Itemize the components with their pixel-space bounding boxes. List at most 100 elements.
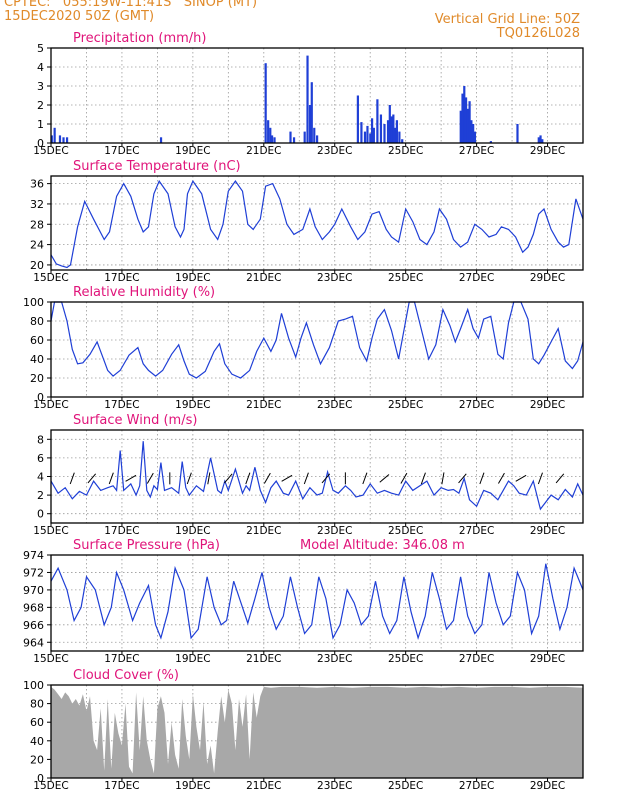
precip-bar [270,135,274,143]
y-tick-label: 974 [23,549,44,562]
precip-bar [383,124,386,143]
series-line [50,563,584,640]
panel-title: Surface Temperature (nC) [73,159,241,174]
precip-bar [372,127,375,143]
x-tick-label: 21DEC [246,653,281,665]
precip-bar [316,135,319,143]
precip-bar [376,99,379,143]
wind-arrow [186,472,192,485]
precip-bar [386,120,390,143]
series-line [50,441,584,511]
x-tick-label: 29DEC [530,272,565,284]
panel-title: Cloud Cover (%) [73,668,179,683]
wind-arrow [207,472,211,485]
precip-bar [356,95,359,143]
precip-bar [473,131,477,143]
x-tick-label: 25DEC [388,272,423,284]
wind-arrow [321,473,331,484]
x-tick-label: 27DEC [459,399,494,411]
precip-bar [159,137,163,143]
y-tick-label: 6 [37,452,44,465]
y-tick-label: 20 [30,372,44,385]
wind-arrow [263,472,271,484]
x-tick-label: 25DEC [388,780,423,792]
cloud-area [51,686,583,778]
wind-arrow [108,472,114,485]
precip-bar [395,120,398,143]
panel-title: Surface Wind (m/s) [73,413,197,428]
precip-bar [310,82,313,143]
wind-arrow [146,472,154,484]
y-tick-label: 80 [30,315,44,328]
x-tick-label: 23DEC [317,525,352,537]
precip-bar [269,127,272,143]
y-tick-label: 970 [23,584,44,597]
wind-arrow [497,472,505,484]
precip-bar [65,137,69,143]
x-tick-label: 15DEC [33,145,68,157]
precip-bar [360,122,363,143]
y-tick-label: 0 [37,772,44,785]
x-tick-label: 21DEC [246,525,281,537]
y-tick-label: 966 [23,619,44,632]
x-tick-label: 23DEC [317,653,352,665]
series-line [50,301,584,379]
wind-arrow [87,473,97,484]
precip-bar [541,139,544,143]
y-tick-label: 36 [30,178,44,191]
x-tick-label: 19DEC [175,399,210,411]
y-tick-label: 0 [37,508,44,521]
y-tick-label: 20 [30,753,44,766]
y-tick-label: 28 [30,218,44,231]
y-tick-label: 80 [30,698,44,711]
x-tick-label: 27DEC [459,525,494,537]
x-tick-label: 19DEC [175,145,210,157]
precip-bar [516,124,519,143]
precip-bar [62,137,65,143]
precip-bar [468,101,471,143]
panel-frame [50,175,584,271]
x-tick-label: 15DEC [33,272,68,284]
x-tick-label: 15DEC [33,525,68,537]
precip-bar [267,120,270,143]
y-tick-label: 1 [37,118,44,131]
x-tick-label: 17DEC [104,399,139,411]
x-tick-label: 23DEC [317,145,352,157]
x-tick-label: 17DEC [104,145,139,157]
x-tick-label: 19DEC [175,653,210,665]
x-tick-label: 17DEC [104,272,139,284]
precip-bar [53,127,56,143]
panel-frame [50,684,584,779]
y-tick-label: 60 [30,334,44,347]
x-tick-label: 17DEC [104,653,139,665]
x-tick-label: 25DEC [388,399,423,411]
y-tick-label: 100 [23,296,44,309]
precip-bar [313,127,316,143]
x-tick-label: 21DEC [246,399,281,411]
x-tick-label: 23DEC [317,272,352,284]
x-tick-label: 29DEC [530,145,565,157]
y-tick-label: 964 [23,636,44,649]
wind-arrow [303,472,309,485]
panel-2: Relative Humidity (%) 0 20 40 60 80 100 15DEC 17… [23,285,584,411]
vertical-grid-note: Vertical Grid Line: 50Z [434,12,580,27]
x-tick-label: 21DEC [246,272,281,284]
precip-bar [379,114,383,143]
y-tick-label: 60 [30,716,44,729]
x-tick-label: 23DEC [317,780,352,792]
x-tick-label: 25DEC [388,653,423,665]
y-tick-label: 972 [23,566,44,579]
station-header: CPTEC: 055:19W-11:41S SINOP (MT) [4,0,258,10]
precip-bar [401,139,404,143]
y-tick-label: 8 [37,433,44,446]
precip-bar [292,137,296,143]
precip-bar [539,135,542,143]
panel-title: Relative Humidity (%) [73,285,215,300]
x-tick-label: 27DEC [459,780,494,792]
wind-arrow [379,474,390,483]
panel-4: Surface Pressure (hPa) Model Altitude: 34… [23,538,584,665]
y-tick-label: 40 [30,735,44,748]
precip-bar [388,105,391,143]
panel-frame [50,47,584,144]
